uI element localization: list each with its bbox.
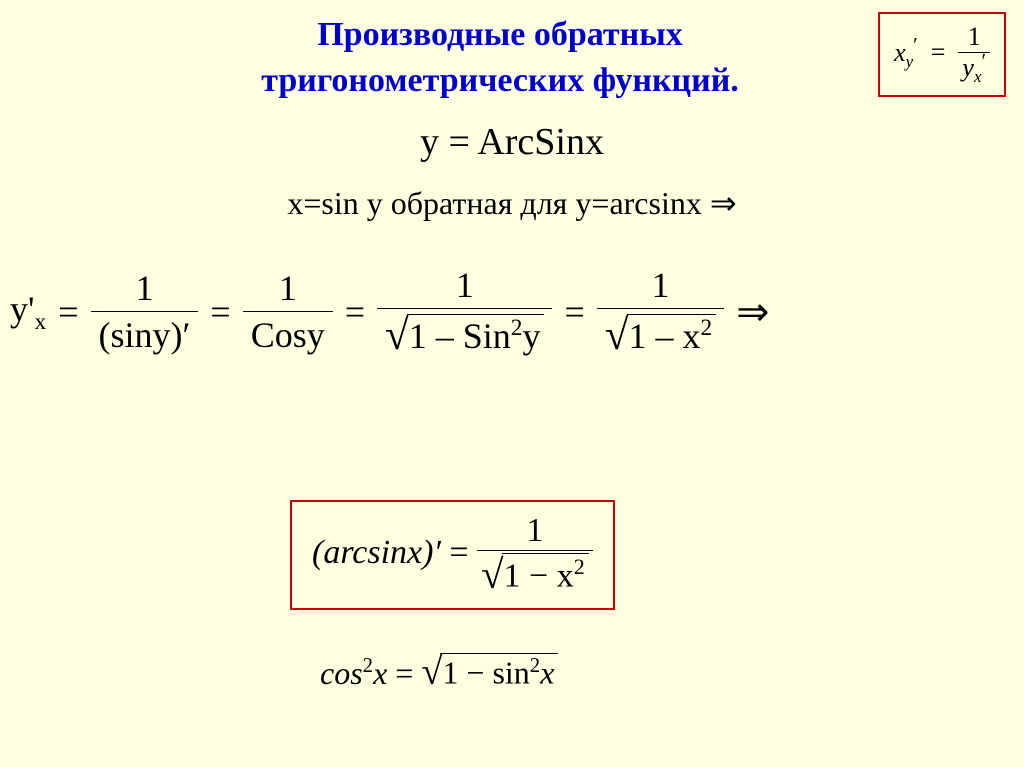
frac-1-over-sqrt-1-sin2y: 1 √ 1 – Sin2y <box>377 262 552 362</box>
frac-1-over-sqrt-1-x2: 1 √ 1 – x2 <box>597 262 724 362</box>
result-formula-box: (arcsinx)′ = 1 √ 1 − x2 <box>290 500 615 610</box>
inverse-derivative-rule-box: xy′ = 1 yx′ <box>878 12 1006 97</box>
title-line-1: Производные обратных <box>317 16 683 53</box>
result-fraction: 1 √ 1 − x2 <box>477 512 593 598</box>
frac-1-over-cosy: 1 Cosy <box>243 265 333 358</box>
rule-rhs-fraction: 1 yx′ <box>958 22 990 87</box>
derivation-chain: y'x = 1 (siny)′ = 1 Cosy = 1 √ 1 – Sin2y… <box>10 262 1024 362</box>
deriv-lhs: y'x <box>10 288 46 336</box>
cos-identity: cos2x = √ 1 − sin2x <box>320 650 558 694</box>
equation-y-arcsin: y = ArcSinx <box>0 120 1024 164</box>
rule-lhs: xy′ <box>894 38 924 67</box>
frac-1-over-siny-prime: 1 (siny)′ <box>91 265 199 358</box>
title-line-2: тригонометрических функций. <box>261 62 739 99</box>
result-lhs: (arcsinx)′ <box>312 534 441 571</box>
equation-inverse-statement: x=sin y обратная для y=arcsinx ⇒ <box>0 184 1024 222</box>
implies-arrow: ⇒ <box>736 289 769 335</box>
page-title: Производные обратных тригонометрических … <box>90 0 910 104</box>
